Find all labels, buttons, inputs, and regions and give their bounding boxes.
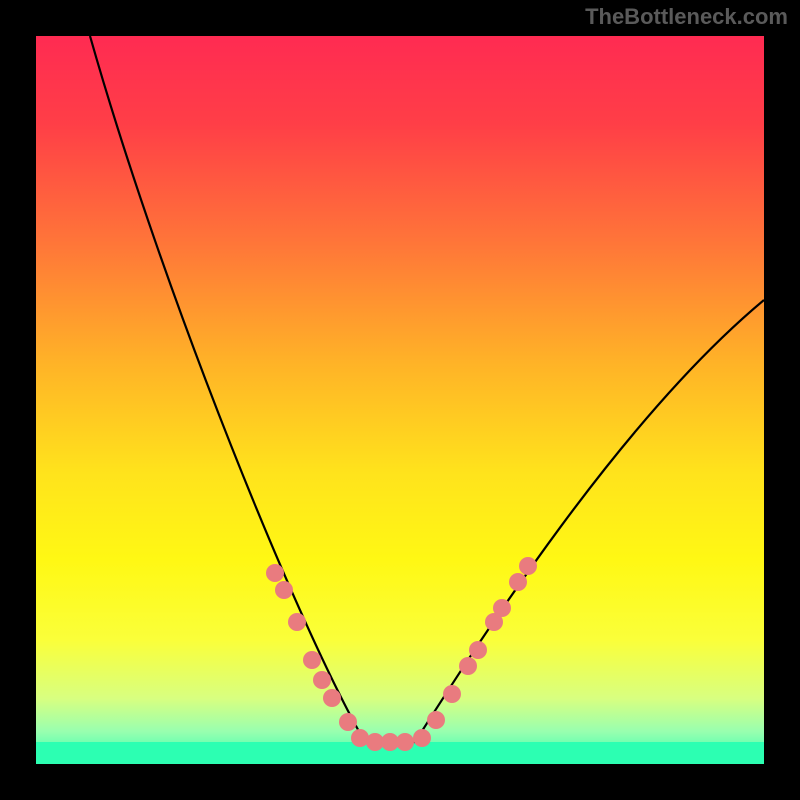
data-point-dot [339, 713, 357, 731]
data-point-dot [469, 641, 487, 659]
data-point-dot [303, 651, 321, 669]
data-point-dot [323, 689, 341, 707]
data-point-dot [427, 711, 445, 729]
data-point-dot [288, 613, 306, 631]
data-point-dot [396, 733, 414, 751]
watermark-text: TheBottleneck.com [585, 4, 788, 30]
data-point-dot [493, 599, 511, 617]
data-point-dot [443, 685, 461, 703]
data-point-dot [275, 581, 293, 599]
data-point-dot [266, 564, 284, 582]
data-point-dot [459, 657, 477, 675]
data-point-dot [313, 671, 331, 689]
data-point-dot [519, 557, 537, 575]
data-point-dot [509, 573, 527, 591]
data-point-dot [413, 729, 431, 747]
chart-container: { "watermark": { "text": "TheBottleneck.… [0, 0, 800, 800]
plot-background [36, 36, 764, 764]
chart-svg [0, 0, 800, 800]
